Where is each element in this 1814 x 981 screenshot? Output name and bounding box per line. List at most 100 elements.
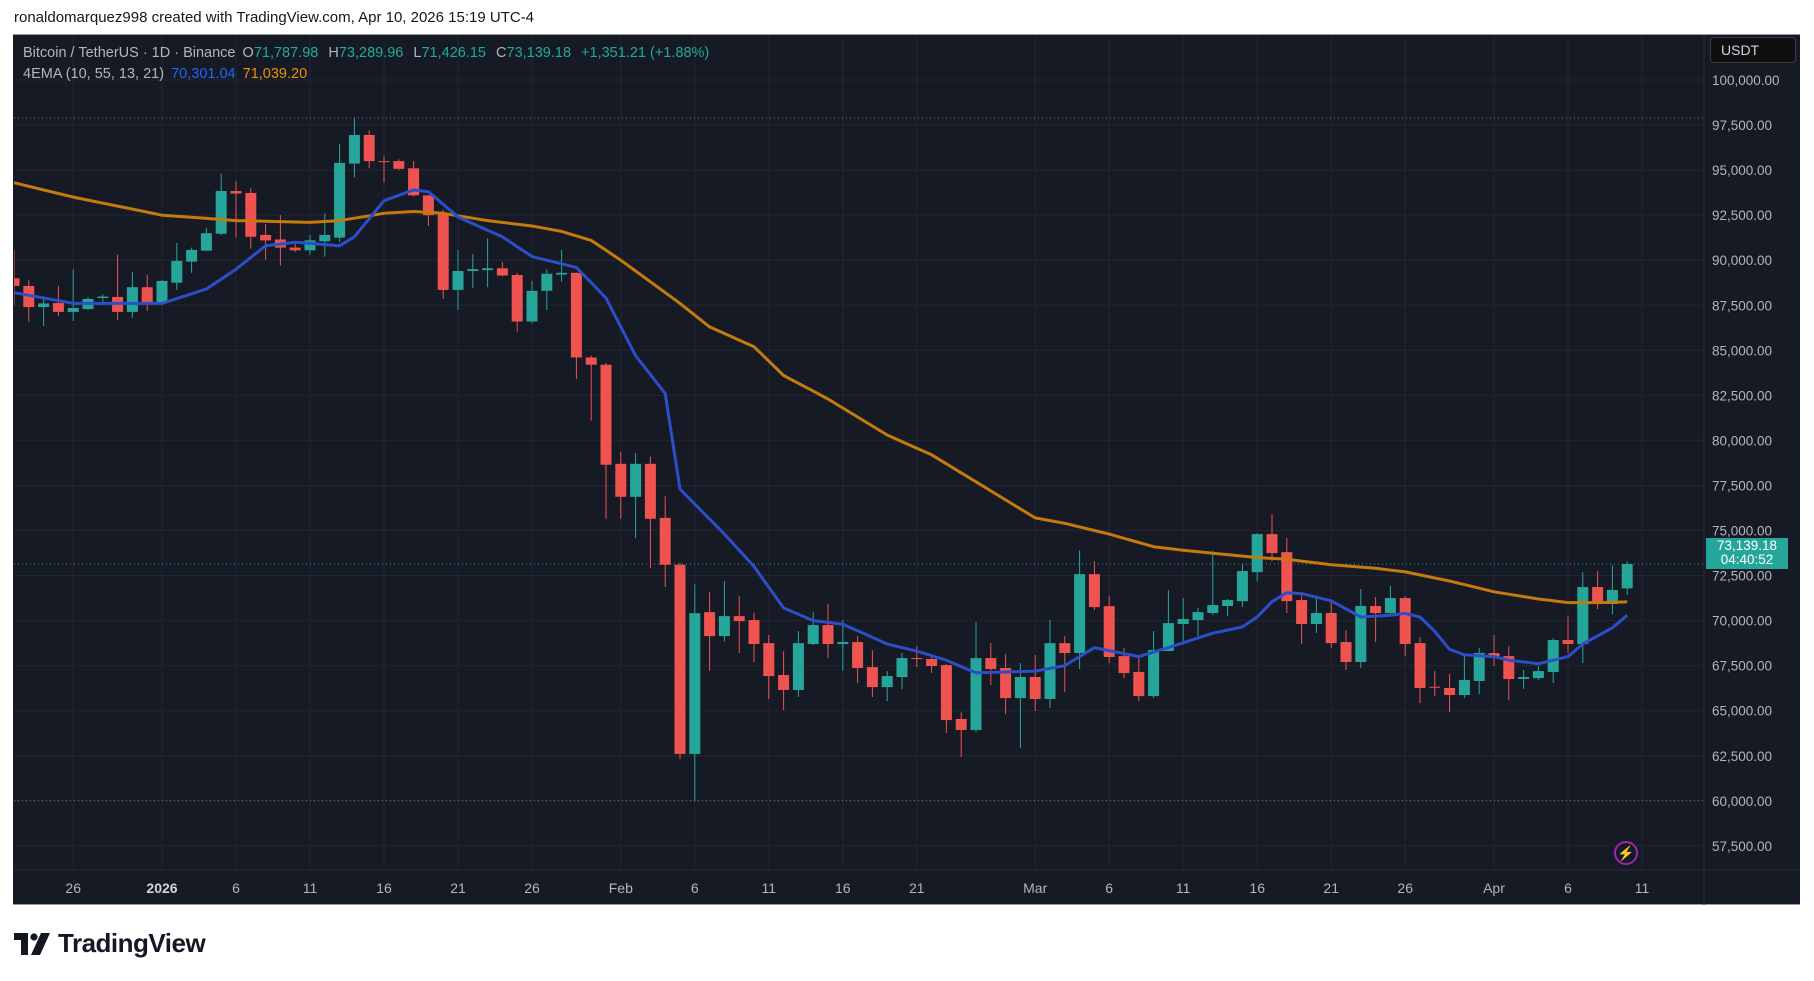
- candle: [556, 249, 568, 282]
- candle: [985, 643, 997, 686]
- candle: [1355, 589, 1367, 668]
- candle: [837, 620, 849, 672]
- candle-body: [955, 718, 967, 730]
- price-tick-label: 97,500.00: [1712, 118, 1772, 133]
- time-tick-label: 16: [376, 880, 392, 896]
- candle: [1399, 596, 1411, 657]
- candle-body: [1251, 534, 1263, 573]
- candle-body: [1000, 667, 1012, 699]
- candle-body: [807, 625, 819, 645]
- candle-body: [1325, 613, 1337, 644]
- candle: [1044, 620, 1056, 708]
- candle-body: [1088, 574, 1100, 608]
- time-tick-label: 21: [450, 880, 466, 896]
- candle: [1088, 561, 1100, 611]
- price-tick-label: 77,500.00: [1712, 478, 1772, 493]
- currency-button[interactable]: USDT: [1710, 37, 1796, 63]
- candle: [970, 622, 982, 733]
- price-tick-label: 57,500.00: [1712, 839, 1772, 854]
- candle-body: [970, 658, 982, 730]
- candle: [1340, 629, 1352, 670]
- candle-body: [393, 161, 405, 169]
- time-tick-label: 21: [1323, 880, 1339, 896]
- candle-body: [452, 271, 464, 290]
- candle: [955, 712, 967, 758]
- candle-body: [1488, 653, 1500, 658]
- candle-body: [260, 234, 272, 241]
- candle: [1429, 671, 1441, 697]
- candle-body: [866, 667, 878, 688]
- candle-body: [718, 616, 730, 637]
- candle-body: [748, 620, 760, 645]
- lightning-bolt-icon[interactable]: ⚡: [1614, 841, 1638, 865]
- candle-body: [1562, 640, 1574, 645]
- candle-body: [896, 658, 908, 678]
- candle-body: [1399, 598, 1411, 645]
- price-tick-label: 70,000.00: [1712, 614, 1772, 629]
- candle: [378, 155, 390, 183]
- candle: [792, 631, 804, 698]
- time-tick-label: 11: [303, 880, 318, 896]
- candle-body: [1458, 680, 1470, 696]
- candle-body: [1606, 589, 1618, 605]
- candle: [1503, 646, 1515, 701]
- candle-body: [1547, 640, 1559, 672]
- candle-body: [1118, 656, 1130, 674]
- price-tick-label: 62,500.00: [1712, 749, 1772, 764]
- candle-body: [1044, 643, 1056, 699]
- candle: [1000, 654, 1012, 715]
- candle-body: [1296, 600, 1308, 625]
- candle: [1562, 616, 1574, 654]
- price-tick-label: 85,000.00: [1712, 343, 1772, 358]
- candle: [289, 243, 301, 253]
- candle: [422, 195, 434, 226]
- candle-body: [1103, 606, 1115, 658]
- candle: [1458, 655, 1470, 699]
- candle-body: [852, 642, 864, 668]
- candle: [186, 247, 198, 273]
- candle-body: [1355, 606, 1367, 663]
- close-value: 73,139.18: [506, 45, 572, 61]
- open-value: 71,787.98: [253, 45, 319, 61]
- high-value: 73,289.96: [338, 45, 404, 61]
- candle-body: [600, 364, 612, 465]
- price-tick-label: 67,500.00: [1712, 659, 1772, 674]
- candle-body: [792, 643, 804, 690]
- candle-body: [171, 260, 183, 283]
- open-label: O: [242, 45, 254, 61]
- candle: [644, 456, 656, 569]
- candle-body: [1429, 686, 1441, 688]
- candle-body: [1518, 677, 1530, 679]
- chart-pane[interactable]: [13, 34, 1800, 905]
- candle: [1029, 655, 1041, 712]
- tradingview-logo-icon: [14, 932, 50, 955]
- candle: [1606, 565, 1618, 615]
- time-tick-label: Feb: [609, 880, 633, 896]
- candle-body: [1577, 587, 1589, 645]
- symbol-title[interactable]: Bitcoin / TetherUS · 1D · Binance: [23, 45, 236, 61]
- candle-body: [1384, 598, 1396, 614]
- price-tick-label: 100,000.00: [1712, 73, 1780, 88]
- candle-body: [630, 463, 642, 497]
- indicator-title[interactable]: 4EMA (10, 55, 13, 21): [23, 66, 165, 82]
- candle-body: [1310, 613, 1322, 625]
- candle-body: [615, 463, 627, 497]
- time-tick-label: 6: [1564, 880, 1572, 896]
- candle-body: [319, 234, 331, 242]
- candle-body: [1532, 671, 1544, 679]
- candle-body: [156, 280, 168, 303]
- candle: [393, 159, 405, 171]
- candle: [881, 671, 893, 702]
- candle: [230, 180, 242, 238]
- candle-body: [674, 564, 686, 754]
- time-tick-label: 11: [762, 880, 777, 896]
- price-tick-label: 80,000.00: [1712, 433, 1772, 448]
- candle-body: [704, 612, 716, 637]
- candle-body: [1444, 687, 1456, 696]
- candle-body: [541, 273, 553, 291]
- candle: [67, 269, 79, 321]
- candle: [600, 362, 612, 519]
- candle-body: [1029, 677, 1041, 699]
- candle-body: [1281, 552, 1293, 602]
